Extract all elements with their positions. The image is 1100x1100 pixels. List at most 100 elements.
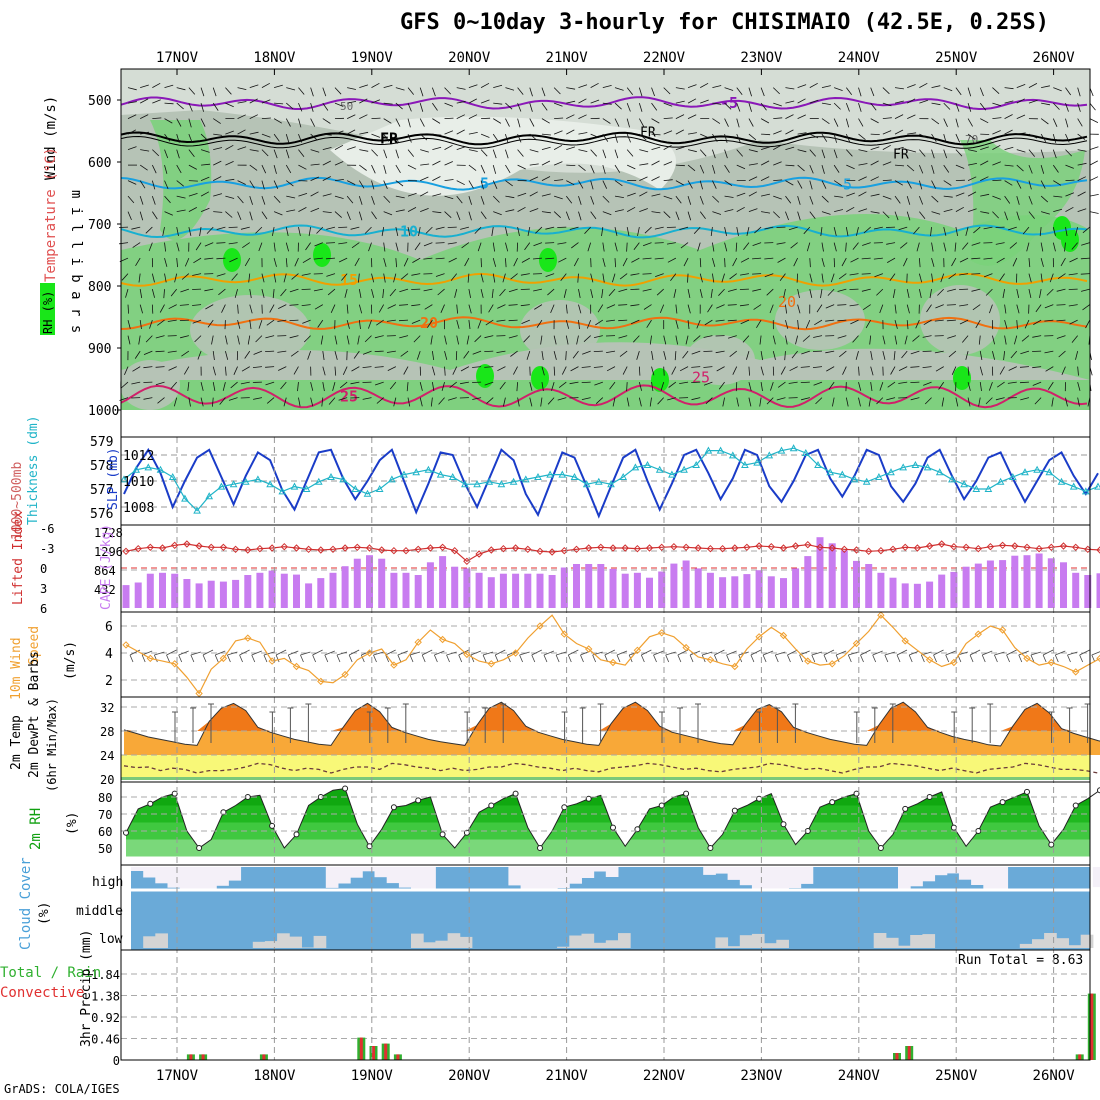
- surface-wind-barb: [263, 654, 268, 663]
- wind-barb: [833, 242, 837, 252]
- surface-wind-barb: [969, 654, 974, 663]
- wind-barb: [386, 350, 396, 353]
- high-cloud-gap: [739, 867, 753, 886]
- wind-barb: [663, 102, 673, 107]
- wind-barb: [545, 242, 555, 244]
- wind-barb: [809, 82, 818, 88]
- wind-tick-label: 6: [105, 620, 113, 635]
- cape-bar: [658, 571, 666, 608]
- wind-barb: [164, 164, 168, 174]
- wind-barb: [468, 84, 478, 88]
- surface-wind-barb: [531, 649, 542, 656]
- surface-wind-barb: [422, 649, 433, 656]
- wind-barb: [894, 164, 905, 167]
- wind-barb: [1016, 132, 1026, 135]
- surface-wind-barb: [348, 649, 360, 656]
- wind-barb: [368, 319, 372, 329]
- wind-barb: [1052, 227, 1056, 236]
- surface-wind-barb: [543, 654, 548, 663]
- wind-barb: [651, 102, 658, 111]
- thickness-point: [668, 470, 676, 478]
- wind-barb: [663, 130, 673, 135]
- cape-bar: [767, 576, 775, 608]
- cape-bar: [207, 580, 215, 608]
- wind-barb: [383, 118, 392, 124]
- li-point: [767, 542, 776, 551]
- wind-barb: [712, 195, 720, 203]
- wind-barb: [425, 226, 433, 234]
- cloud-tick-label: high: [92, 875, 123, 890]
- surface-wind-barb: [251, 650, 262, 656]
- surface-wind-barb: [653, 650, 664, 656]
- li-point: [244, 546, 252, 554]
- wind-barb: [675, 100, 685, 104]
- isotherm-line: [120, 96, 1088, 111]
- wind-barb: [569, 226, 579, 230]
- wind-barb: [931, 85, 941, 88]
- wind-barb: [280, 288, 287, 297]
- wind-barb: [870, 211, 880, 214]
- wind-barb: [700, 133, 709, 139]
- precip-tick-label: 1.38: [91, 990, 120, 1004]
- cape-axis-label: CAPE (J/kg): [99, 524, 114, 610]
- date-label-bottom: 17NOV: [156, 1068, 199, 1084]
- wind-barb: [432, 211, 442, 214]
- wind-barb: [821, 180, 827, 189]
- wind-barb: [1071, 242, 1078, 250]
- thickness-point: [1081, 487, 1090, 495]
- wind-barb: [194, 335, 202, 343]
- cape-bar: [597, 564, 605, 608]
- wind-barb: [570, 366, 579, 372]
- wind-barb: [772, 351, 776, 360]
- wind-barb: [926, 304, 932, 313]
- wind-barb: [216, 226, 226, 230]
- wind-barb: [297, 382, 299, 392]
- wind-barb: [1041, 102, 1051, 106]
- li-point: [1023, 543, 1031, 552]
- wind-barb: [1045, 366, 1054, 372]
- high-cloud-gap: [605, 867, 619, 877]
- wind-barb: [395, 195, 405, 199]
- li-point: [864, 547, 873, 556]
- wind-barb: [642, 273, 652, 275]
- wind-barb: [430, 335, 433, 345]
- wind-barb: [797, 164, 805, 172]
- wind-barb: [1028, 83, 1038, 88]
- date-label-bottom: 18NOV: [253, 1068, 296, 1084]
- wind-barb: [162, 227, 165, 236]
- cape-bar: [621, 573, 629, 608]
- wind-barb: [739, 304, 749, 307]
- cape-bar: [171, 573, 179, 608]
- wind-barb: [870, 87, 875, 97]
- wind-barb: [387, 304, 397, 309]
- wind-barb: [699, 211, 706, 220]
- rh-moist-band: [960, 140, 1085, 266]
- surface-wind-barb: [1067, 651, 1078, 656]
- thickness-point: [412, 468, 421, 476]
- wind-barb: [1065, 227, 1068, 237]
- wind-barb: [906, 195, 911, 205]
- surface-wind-barb: [847, 654, 852, 663]
- surface-wind-barb: [969, 649, 981, 656]
- wind-barb: [139, 320, 142, 330]
- wind-barb: [955, 206, 964, 212]
- wind-barb: [1065, 133, 1070, 143]
- high-cloud-gap: [155, 867, 168, 884]
- wind-barb: [951, 366, 957, 375]
- wind-barb: [456, 319, 460, 329]
- rh-point: [171, 790, 178, 797]
- isotherm-line: [120, 224, 1088, 239]
- low-cloud-gap: [143, 936, 156, 948]
- wind-barb: [261, 164, 267, 174]
- wind-barb: [359, 164, 367, 171]
- wind-barb: [748, 118, 754, 127]
- rh-point: [196, 845, 203, 851]
- wind-barb: [399, 335, 409, 339]
- wind-barb: [961, 335, 969, 343]
- thickness-tick-label: 576: [90, 507, 113, 522]
- wind-barb: [1016, 149, 1026, 153]
- wind-barb: [919, 195, 924, 205]
- wind-barb: [826, 366, 835, 372]
- footer-credit: GrADS: COLA/IGES: [4, 1082, 120, 1096]
- slp-line: [123, 447, 1099, 519]
